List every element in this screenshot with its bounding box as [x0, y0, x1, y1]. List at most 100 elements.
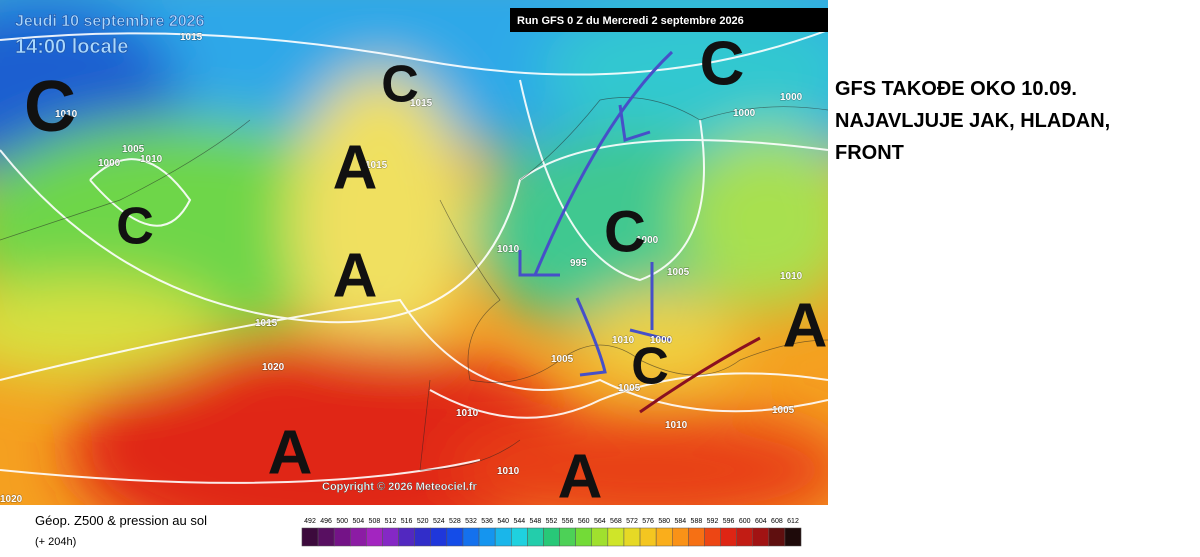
scale-swatch — [784, 527, 802, 547]
isobar-label: 1005 — [772, 405, 795, 416]
scale-swatch — [462, 527, 480, 547]
isobar-label: 1010 — [497, 466, 520, 477]
pressure-system: A — [558, 442, 603, 511]
copyright: Copyright © 2026 Meteociel.fr — [322, 481, 478, 493]
date-label: Jeudi 10 septembre 2026 — [15, 13, 205, 30]
isobar-label: 1000 — [733, 108, 756, 119]
scale-swatch — [414, 527, 431, 547]
scale-label: 556 — [562, 518, 574, 525]
scale-swatch — [623, 527, 641, 547]
run-banner — [510, 8, 828, 32]
scale-label: 548 — [530, 518, 542, 525]
coastlines — [0, 97, 828, 471]
scale-swatch — [350, 527, 367, 547]
scale-label: 596 — [723, 518, 735, 525]
scale-swatch — [430, 527, 448, 547]
scale-label: 604 — [755, 518, 767, 525]
pressure-system: C — [631, 338, 669, 396]
scale-swatch — [527, 527, 544, 547]
annotation-line: NAJAVLJUJE JAK, HLADAN, — [835, 110, 1110, 132]
isobar-label: 1000 — [650, 335, 673, 346]
isobar-label: 1015 — [365, 160, 388, 171]
isobar-label: 1000 — [636, 235, 659, 246]
run-label: Run GFS 0 Z du Mercredi 2 septembre 2026 — [517, 15, 744, 27]
scale-label: 592 — [707, 518, 719, 525]
scale-swatch — [446, 527, 464, 547]
scale-label: 544 — [513, 518, 525, 525]
pressure-system: A — [333, 241, 378, 310]
scale-label: 608 — [771, 518, 783, 525]
pressure-system: A — [333, 133, 378, 202]
isobar-label: 1010 — [665, 420, 688, 431]
scale-label: 528 — [449, 518, 461, 525]
isobar-label: 1015 — [255, 318, 278, 329]
scale-label: 496 — [320, 518, 332, 525]
scale-swatch — [591, 527, 609, 547]
scale-label: 508 — [369, 518, 381, 525]
scale-swatch — [333, 527, 351, 547]
scale-label: 504 — [352, 518, 364, 525]
pressure-system: C — [24, 67, 76, 147]
scale-swatch — [559, 527, 576, 547]
scale-swatch — [575, 527, 593, 547]
isobar-label: 1005 — [618, 383, 641, 394]
pressure-system: A — [783, 291, 828, 360]
scale-label: 540 — [497, 518, 509, 525]
scale-label: 512 — [385, 518, 397, 525]
scale-label: 572 — [626, 518, 638, 525]
scale-label: 520 — [417, 518, 429, 525]
scale-label: 584 — [674, 518, 686, 525]
scale-swatch — [768, 527, 786, 547]
scale-label: 500 — [336, 518, 348, 525]
front-line — [639, 336, 761, 414]
scale-label: 576 — [642, 518, 654, 525]
scale-swatch — [752, 527, 770, 547]
scale-swatch — [478, 527, 496, 547]
scale-label: 536 — [481, 518, 493, 525]
scale-label: 516 — [401, 518, 413, 525]
isobar-label: 1000 — [780, 92, 803, 103]
scale-swatch — [655, 527, 673, 547]
cold-front-arrows — [518, 50, 674, 377]
isobar-label: 1000 — [98, 158, 121, 169]
isobar-label: 1015 — [410, 98, 433, 109]
isobar-label: 1020 — [262, 362, 285, 373]
isobar-label: 1005 — [122, 144, 145, 155]
scale-swatch — [607, 527, 625, 547]
scale-swatch — [720, 527, 737, 547]
scale-swatch — [639, 527, 657, 547]
isobar-label: 1005 — [551, 354, 574, 365]
annotation-line: GFS TAKOĐE OKO 10.09. — [835, 78, 1077, 100]
scale-label: 560 — [578, 518, 590, 525]
isobar-label: 1015 — [180, 32, 203, 43]
pressure-system: C — [604, 199, 646, 264]
scale-label: 600 — [739, 518, 751, 525]
isobar-label: 1005 — [667, 267, 690, 278]
scale-swatch — [494, 527, 512, 547]
isobar-label: 1010 — [497, 244, 520, 255]
scale-swatch — [543, 527, 560, 547]
scale-swatch — [704, 527, 721, 547]
pressure-system: C — [381, 56, 419, 114]
isobar-label: 1010 — [55, 109, 78, 120]
annotation-line: FRONT — [835, 142, 904, 164]
isobar-label: 1010 — [456, 408, 479, 419]
scale-swatch — [672, 527, 689, 547]
scale-swatch — [366, 527, 383, 547]
color-scale: 492 496 500 504 508 512 516 520 524 528 532 536 540 5… — [301, 518, 802, 547]
scale-label: 532 — [465, 518, 477, 525]
isobar-label: 1010 — [140, 154, 163, 165]
legend-title: Géop. Z500 & pression au sol — [35, 513, 207, 528]
scale-swatch — [301, 527, 319, 547]
isobar-label: 1020 — [0, 494, 23, 505]
scale-label: 492 — [304, 518, 316, 525]
scale-label: 564 — [594, 518, 606, 525]
time-label: 14:00 locale — [15, 36, 128, 58]
legend-lead: (+ 204h) — [35, 536, 76, 548]
scale-label: 580 — [658, 518, 670, 525]
